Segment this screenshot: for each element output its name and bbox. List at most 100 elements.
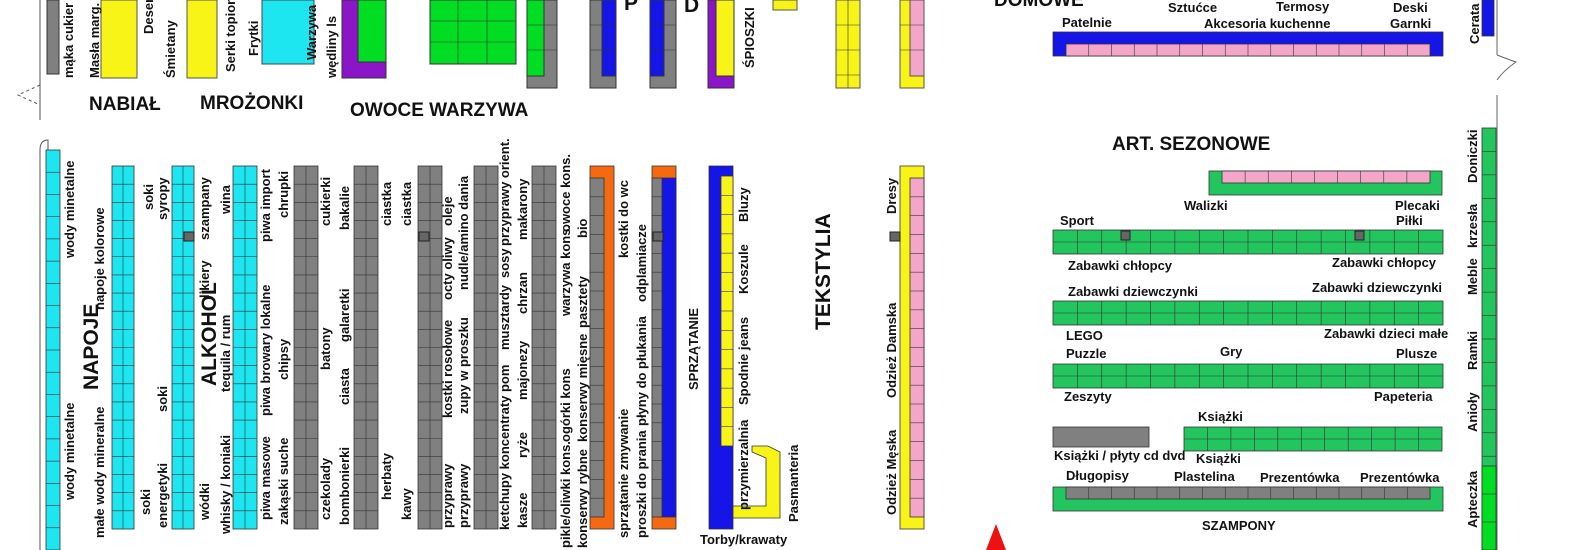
label-pasztety: pasztety bbox=[575, 275, 590, 328]
label-likiery: likiery bbox=[197, 260, 212, 298]
label-koszule: Koszule bbox=[736, 244, 751, 294]
label-kawy: kawy bbox=[399, 487, 414, 520]
label-makarony: makarony bbox=[515, 178, 530, 240]
right-marker-1 bbox=[1354, 230, 1365, 241]
label-zakaski: zakąski suche bbox=[276, 438, 291, 525]
marker-3 bbox=[889, 231, 901, 242]
label-pilki: Piłki bbox=[1396, 213, 1423, 228]
shelf-dairy-1 bbox=[100, 0, 138, 79]
label-koncentraty: ketchupy koncentraty pom bbox=[497, 365, 512, 530]
label-prezentowka2: Prezentówka bbox=[1360, 470, 1440, 485]
heading-mrozonki: MROŻONKI bbox=[200, 93, 303, 114]
heading-p: P bbox=[624, 0, 638, 15]
label-frytki: Frytki bbox=[246, 21, 261, 56]
label-konserwy-rybne: konserwy rybne bbox=[575, 449, 590, 548]
label-sztucce: Sztućce bbox=[1168, 0, 1217, 15]
marker-0 bbox=[183, 231, 195, 242]
label-syropy: syropy bbox=[155, 177, 170, 220]
label-maka: mąka cukier bbox=[61, 3, 76, 78]
label-serki: Serki topion bbox=[223, 0, 238, 72]
label-plusze: Plusze bbox=[1396, 346, 1437, 361]
label-prezentowka1: Prezentówka bbox=[1260, 470, 1340, 485]
label-ksiazki2: Książki bbox=[1196, 451, 1241, 466]
label-meble: Meble bbox=[1465, 258, 1480, 295]
label-ryze: ryże bbox=[515, 432, 530, 458]
label-piwa-browary: piwa browary lokalne bbox=[258, 285, 273, 417]
shelf-wall-water bbox=[45, 149, 61, 550]
label-proszki: proszki do prania bbox=[634, 430, 649, 538]
shelf-wall-right-bright bbox=[1481, 465, 1497, 550]
label-chrupki: chrupki bbox=[276, 171, 291, 218]
label-spodnie: Spodnie jeans bbox=[736, 317, 751, 405]
shelf-ksiazki bbox=[1183, 426, 1443, 452]
label-piwa-masowe: piwa masowe bbox=[258, 436, 273, 520]
label-wody-min2: wody minetalne bbox=[62, 402, 77, 501]
label-whisky: whisky / koniaki bbox=[218, 435, 233, 535]
label-plastelina: Plastelina bbox=[1174, 469, 1235, 484]
shelf-produce bbox=[429, 0, 517, 65]
label-nudle: nudle/amino dania bbox=[456, 175, 471, 290]
red-arrow bbox=[986, 524, 1006, 550]
label-octy: octy oliwy bbox=[440, 236, 455, 300]
marker-2 bbox=[652, 231, 664, 242]
label-lego: LEGO bbox=[1066, 328, 1103, 343]
aisle-chemia-b-in bbox=[661, 177, 677, 518]
label-soki1: soki bbox=[141, 184, 156, 210]
shelf-green-grey-g bbox=[526, 0, 545, 77]
aisle-napoje bbox=[111, 165, 135, 530]
label-ksiazki-plyty: Książki / płyty cd dvd bbox=[1054, 448, 1186, 463]
label-garnki: Garnki bbox=[1390, 16, 1431, 31]
shelf-pink-top-in bbox=[909, 0, 925, 77]
label-odziez-meska: Odzież Męska bbox=[884, 429, 899, 515]
label-soki2: soki bbox=[155, 386, 170, 412]
label-przyprawy1: przyprawy bbox=[440, 463, 455, 528]
right-shelves bbox=[1052, 0, 1497, 550]
label-przyprawy2: przyprawy bbox=[456, 463, 471, 528]
label-ciasta: ciasta bbox=[337, 367, 352, 405]
label-zab-chlopcy1: Zabawki chłopcy bbox=[1068, 258, 1173, 273]
shelf-puzzle bbox=[1052, 363, 1444, 389]
label-bakalie: bakalie bbox=[337, 186, 352, 230]
label-tequila: tequila / rum bbox=[218, 315, 233, 392]
label-apteczka: Apteczka bbox=[1465, 470, 1480, 528]
shelf-kitchen-in bbox=[1065, 43, 1431, 57]
label-walizki: Walizki bbox=[1184, 198, 1228, 213]
heading-nabial: NABIAŁ bbox=[89, 94, 161, 115]
shelf-blue bbox=[601, 0, 617, 77]
heading-d: D bbox=[684, 0, 699, 17]
label-ksiazki1: Książki bbox=[1198, 409, 1243, 424]
label-wedliny: wędliny ls bbox=[324, 16, 339, 79]
top-shelves bbox=[46, 0, 925, 89]
aisle-ciastka bbox=[417, 165, 443, 530]
label-masla: Masła marg. bbox=[87, 3, 102, 78]
label-kostki-ros: kostki rosołowe bbox=[440, 320, 455, 418]
aisle-labels: wody minetalne napoje kolorowe wody mine… bbox=[62, 138, 899, 548]
label-bio: bio bbox=[575, 218, 590, 238]
label-zab-dziewczynki1: Zabawki dziewczynki bbox=[1068, 284, 1198, 299]
aisle-przyprawy bbox=[473, 165, 499, 530]
shelf-babywear-y bbox=[715, 0, 735, 77]
heading-napoje: NAPOJE bbox=[80, 304, 103, 390]
aisle-chemia-a-in bbox=[589, 177, 605, 518]
label-bombonierki: bombonierki bbox=[337, 447, 352, 525]
label-energetyki: energetyki bbox=[155, 463, 170, 528]
shelf-dlugopisy-in bbox=[1065, 486, 1431, 500]
label-ramki: Ramki bbox=[1465, 331, 1480, 370]
label-kasze: kasze bbox=[515, 493, 530, 528]
label-ciastka1: ciastka bbox=[379, 181, 394, 226]
label-zab-chlopcy2: Zabawki chłopcy bbox=[1332, 255, 1437, 270]
label-deserki: Deserki pu. bbox=[141, 0, 156, 34]
label-majonezy: majonezy bbox=[515, 340, 530, 400]
label-warzywa-kons: warzywa kons. bbox=[558, 225, 573, 317]
right-labels: Patelnie Sztućce Termosy Akcesoria kuche… bbox=[1054, 0, 1482, 528]
aisle-alkohol bbox=[232, 165, 258, 530]
label-bluzy: Bluzy bbox=[736, 187, 751, 222]
label-male-wody: małe wody mineralne bbox=[92, 407, 107, 539]
label-piwa-import: piwa import bbox=[258, 168, 273, 242]
label-krzesla: krzesła bbox=[1465, 203, 1480, 248]
aisle-chemia-b-grey bbox=[651, 177, 663, 518]
label-sosy: sosy bbox=[497, 248, 512, 278]
label-plyny: płyny do płukania bbox=[634, 315, 649, 426]
label-doniczki: Doniczki bbox=[1465, 130, 1480, 183]
label-kostki-wc: kostki do wc bbox=[616, 180, 631, 258]
